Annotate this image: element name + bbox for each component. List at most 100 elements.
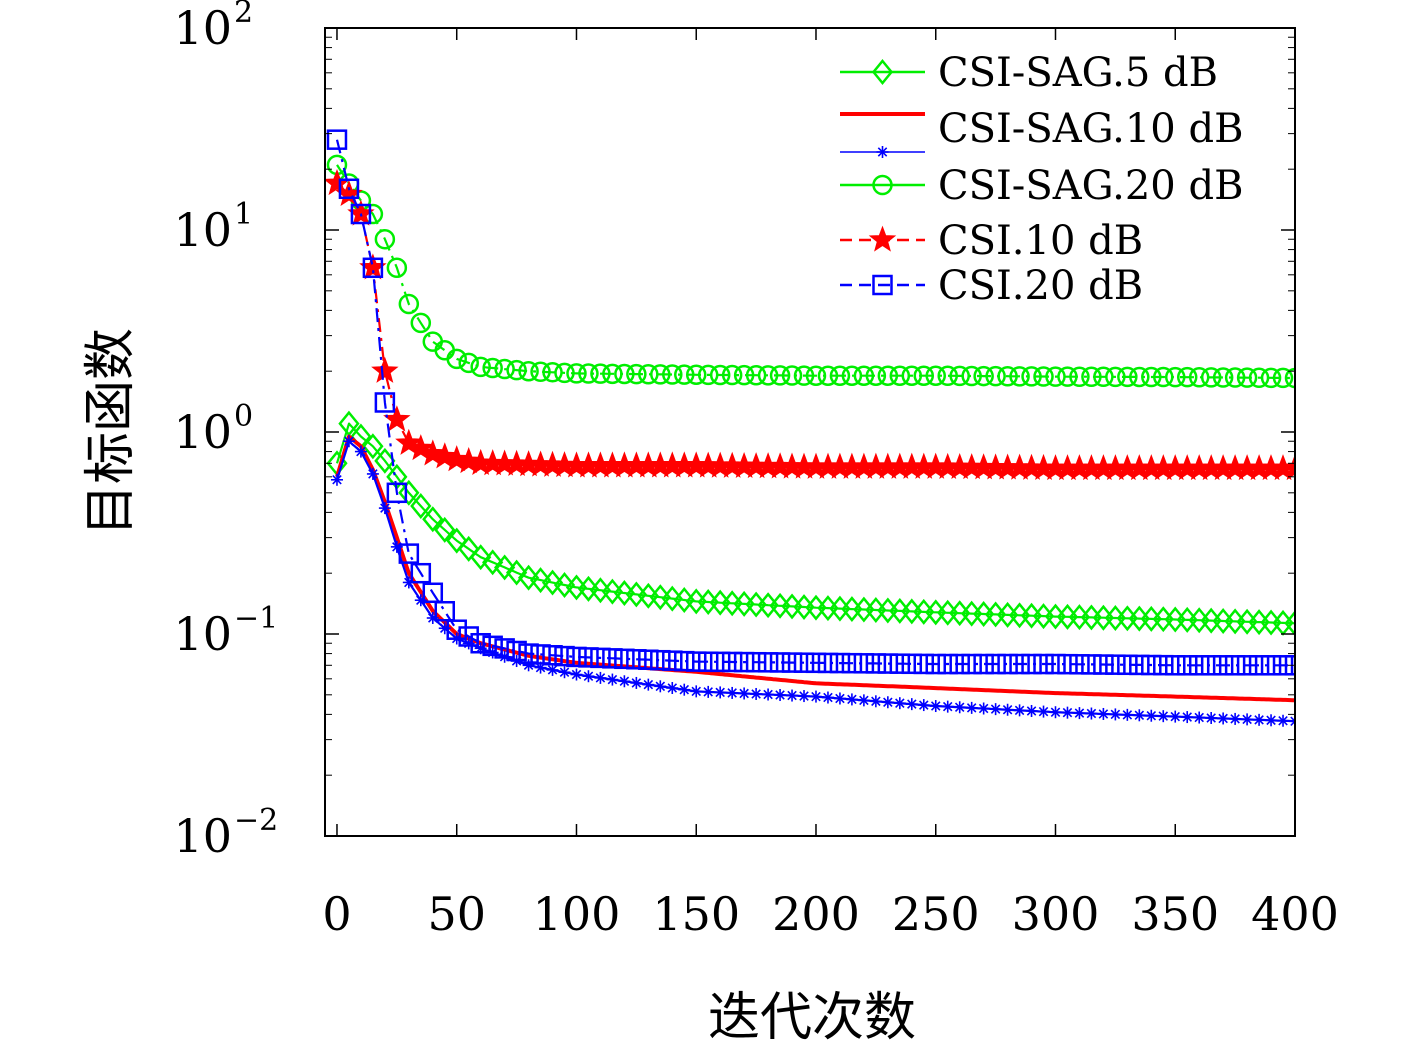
data-point bbox=[721, 364, 743, 386]
data-point bbox=[374, 447, 396, 474]
asterisk-stroke bbox=[1290, 716, 1295, 723]
asterisk-stroke bbox=[835, 693, 845, 704]
asterisk-stroke bbox=[799, 691, 809, 701]
data-point bbox=[1073, 707, 1086, 720]
x-tick-label: 200 bbox=[772, 887, 860, 941]
data-point bbox=[973, 653, 994, 675]
data-point bbox=[1212, 367, 1234, 388]
data-point bbox=[494, 358, 515, 380]
asterisk-stroke bbox=[1194, 712, 1204, 723]
data-point bbox=[546, 663, 559, 676]
data-point bbox=[977, 702, 990, 715]
asterisk-stroke bbox=[1086, 708, 1097, 719]
data-point bbox=[1081, 366, 1102, 388]
data-point bbox=[590, 363, 611, 384]
data-point bbox=[530, 644, 551, 665]
data-point bbox=[1188, 655, 1210, 676]
data-point bbox=[1045, 653, 1066, 675]
data-point bbox=[434, 600, 456, 622]
data-point bbox=[798, 690, 811, 703]
legend-entry: CSI-SAG.5 dB bbox=[840, 50, 1218, 96]
data-point bbox=[386, 257, 408, 279]
data-point bbox=[925, 653, 946, 675]
data-point bbox=[446, 527, 468, 554]
asterisk-stroke bbox=[871, 696, 881, 707]
data-point bbox=[1009, 653, 1030, 675]
data-point bbox=[626, 649, 647, 670]
data-point bbox=[458, 535, 480, 562]
asterisk-stroke bbox=[1062, 707, 1073, 718]
data-point bbox=[410, 312, 432, 334]
data-point bbox=[1224, 367, 1246, 388]
asterisk-stroke bbox=[1146, 710, 1157, 721]
data-point bbox=[1277, 714, 1290, 727]
data-point bbox=[1021, 366, 1042, 387]
data-point bbox=[626, 363, 647, 385]
data-point bbox=[542, 362, 563, 383]
data-point bbox=[410, 493, 432, 519]
data-point bbox=[1069, 654, 1090, 675]
data-point bbox=[841, 652, 863, 674]
asterisk-stroke bbox=[619, 676, 630, 687]
series-0 bbox=[326, 410, 1295, 637]
data-point bbox=[941, 700, 954, 713]
data-point bbox=[857, 694, 870, 707]
data-point bbox=[458, 352, 479, 374]
data-point bbox=[929, 700, 942, 713]
asterisk-stroke bbox=[332, 475, 342, 485]
data-point bbox=[1085, 707, 1098, 720]
data-point bbox=[678, 683, 691, 696]
data-point bbox=[1141, 654, 1162, 676]
asterisk-stroke bbox=[1218, 713, 1228, 724]
data-point bbox=[566, 363, 587, 384]
data-point bbox=[709, 651, 731, 673]
data-point bbox=[1248, 367, 1270, 388]
data-point bbox=[877, 365, 899, 386]
legend-entry: CSI-SAG.10 dB bbox=[840, 106, 1243, 158]
asterisk-stroke bbox=[763, 689, 773, 700]
data-point bbox=[434, 516, 456, 543]
legend-entry: CSI.10 dB bbox=[840, 218, 1143, 264]
data-point bbox=[374, 392, 396, 413]
data-point bbox=[470, 544, 492, 571]
y-tick-exponent: 2 bbox=[234, 0, 253, 30]
asterisk-stroke bbox=[811, 691, 821, 702]
legend-label: CSI-SAG.5 dB bbox=[938, 50, 1218, 96]
asterisk-stroke bbox=[643, 679, 654, 690]
asterisk-stroke bbox=[631, 678, 642, 688]
series-line bbox=[336, 182, 1295, 470]
legend-entry: CSI.20 dB bbox=[840, 263, 1143, 309]
data-point bbox=[757, 365, 779, 386]
asterisk-stroke bbox=[847, 694, 857, 705]
data-point bbox=[1121, 708, 1134, 721]
y-tick-label: 10 2 bbox=[173, 0, 253, 55]
data-point bbox=[602, 363, 623, 385]
asterisk-stroke bbox=[1206, 713, 1216, 723]
legend-label: CSI-SAG.10 dB bbox=[938, 106, 1243, 152]
data-point bbox=[674, 364, 695, 385]
data-point bbox=[594, 671, 607, 684]
data-point bbox=[1129, 366, 1150, 388]
asterisk-stroke bbox=[1002, 704, 1013, 715]
data-point bbox=[446, 619, 467, 640]
data-point bbox=[685, 651, 707, 672]
data-point bbox=[1129, 654, 1150, 676]
data-point bbox=[1229, 712, 1242, 725]
data-point bbox=[1157, 710, 1170, 723]
x-tick-label: 100 bbox=[533, 887, 621, 941]
data-point bbox=[702, 685, 715, 698]
data-point bbox=[558, 666, 571, 679]
data-point bbox=[774, 689, 787, 702]
asterisk-stroke bbox=[691, 686, 702, 697]
data-point bbox=[362, 257, 384, 279]
y-tick-exponent: 0 bbox=[234, 399, 253, 434]
data-point bbox=[1093, 366, 1114, 388]
data-point bbox=[422, 506, 444, 533]
data-point bbox=[395, 428, 423, 455]
data-point bbox=[1284, 655, 1295, 676]
data-point bbox=[925, 365, 946, 386]
asterisk-stroke bbox=[1122, 710, 1133, 720]
asterisk-stroke bbox=[344, 436, 354, 447]
data-point bbox=[1236, 655, 1258, 676]
data-point bbox=[642, 678, 655, 691]
